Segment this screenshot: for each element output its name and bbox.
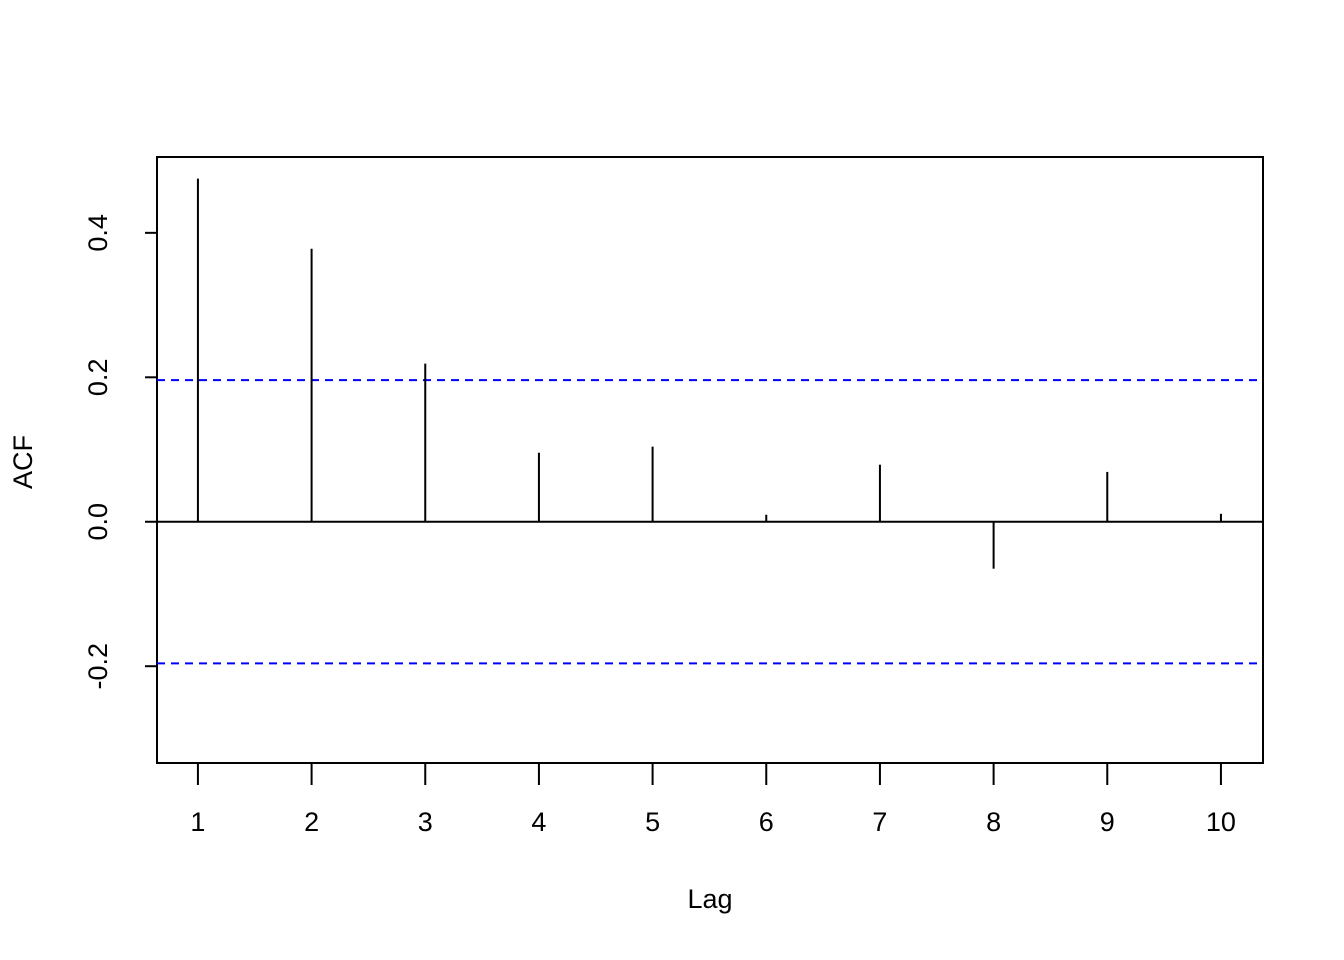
y-tick-label: -0.2 [83,643,113,690]
x-axis-label: Lag [687,884,732,914]
x-tick-label: 10 [1206,807,1236,837]
x-tick-label: 7 [872,807,887,837]
y-axis-label: ACF [8,435,38,489]
x-tick-label: 8 [986,807,1001,837]
x-tick-label: 2 [304,807,319,837]
x-tick-label: 4 [531,807,546,837]
y-tick-label: 0.0 [83,503,113,541]
x-tick-label: 6 [759,807,774,837]
x-tick-label: 9 [1100,807,1115,837]
y-tick-label: 0.4 [83,214,113,252]
y-tick-label: 0.2 [83,359,113,397]
plot-frame [156,156,1264,764]
x-tick-label: 1 [190,807,205,837]
x-tick-label: 3 [418,807,433,837]
x-tick-label: 5 [645,807,660,837]
